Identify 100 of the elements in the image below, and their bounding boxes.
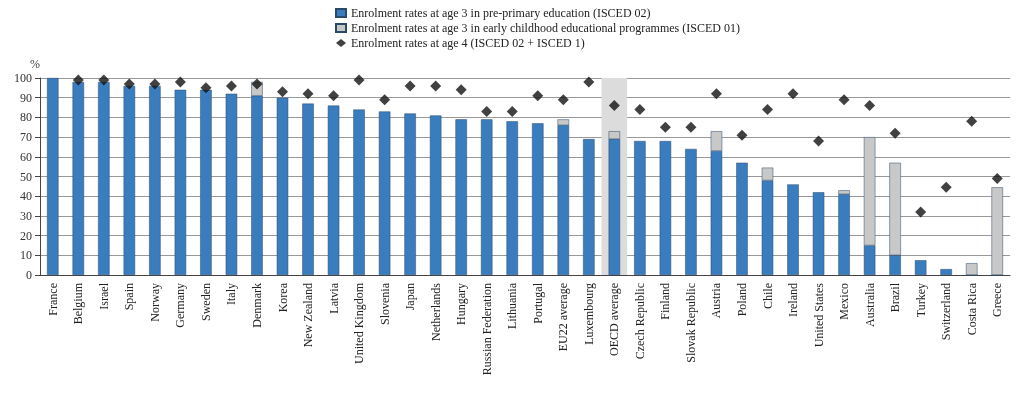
x-tick-label: New Zealand — [301, 283, 316, 348]
point — [710, 88, 722, 100]
x-tick-label: Sweden — [198, 283, 213, 321]
bar — [685, 148, 697, 275]
point — [200, 82, 212, 94]
x-tick-label: Czech Republic — [632, 283, 647, 360]
x-tick-label: OECD average — [607, 283, 622, 356]
point — [98, 74, 110, 86]
bar — [404, 113, 416, 275]
y-tick-label: 30 — [20, 208, 32, 223]
legend-label: Enrolment rates at age 4 (ISCED 02 + ISCED 1) — [351, 36, 585, 50]
bar — [225, 93, 238, 275]
x-tick-label: Switzerland — [939, 283, 954, 341]
bar — [940, 269, 952, 275]
bar — [532, 123, 544, 275]
legend-label: Enrolment rates at age 3 in pre-primary education (ISCED 02) — [351, 6, 651, 20]
y-tick-label: 90 — [20, 90, 32, 105]
point — [430, 80, 442, 92]
x-tick-label: Luxembourg — [581, 283, 596, 345]
bar — [455, 119, 467, 275]
x-tick-label: Poland — [734, 283, 749, 317]
bar — [659, 141, 672, 275]
bar — [174, 89, 187, 275]
point — [455, 84, 467, 96]
bar — [276, 97, 289, 275]
y-tick-label: 0 — [26, 268, 32, 282]
bar — [123, 85, 136, 275]
x-tick-label: Finland — [658, 283, 673, 320]
x-tick-label: Austria — [709, 282, 724, 319]
x-tick-label: Turkey — [913, 283, 928, 318]
bar — [353, 109, 365, 275]
x-tick-label: Spain — [122, 283, 137, 311]
bar — [98, 81, 110, 275]
point — [149, 78, 161, 90]
point — [915, 206, 927, 218]
x-tick-label: France — [45, 283, 60, 316]
point — [889, 127, 901, 139]
point — [838, 94, 850, 106]
point — [583, 76, 595, 88]
x-tick-label: Greece — [990, 283, 1005, 317]
x-tick-label: Italy — [224, 283, 239, 305]
bar — [200, 89, 212, 275]
bar — [736, 162, 748, 275]
point — [72, 74, 84, 86]
x-tick-label: Latvia — [326, 282, 341, 314]
x-tick-label: Russian Federation — [479, 283, 494, 376]
x-tick-label: Japan — [403, 283, 418, 311]
bar — [327, 105, 340, 275]
bar — [506, 121, 518, 275]
point — [379, 94, 391, 106]
y-tick-label: 20 — [20, 228, 32, 243]
x-tick-label: United States — [811, 282, 826, 348]
point — [506, 105, 518, 117]
x-tick-label: EU22 average — [556, 283, 571, 352]
point — [302, 88, 314, 100]
point — [251, 78, 263, 90]
x-tick-label: United Kingdom — [352, 282, 367, 364]
point — [608, 100, 620, 112]
bar — [838, 194, 850, 275]
point — [685, 121, 697, 133]
bar — [429, 115, 442, 275]
x-tick-label: Lithuania — [505, 282, 520, 329]
bar — [47, 78, 59, 275]
y-tick-label: 80 — [20, 110, 32, 125]
x-tick-label: Norway — [147, 283, 162, 322]
bar — [634, 141, 646, 275]
point — [123, 78, 135, 90]
point — [481, 105, 493, 117]
x-tick-label: Korea — [275, 282, 290, 313]
y-tick-label: 10 — [20, 248, 32, 263]
point — [404, 80, 416, 92]
bar — [378, 111, 391, 275]
bar — [787, 184, 799, 275]
x-tick-label: Netherlands — [428, 282, 443, 341]
x-tick-label: Australia — [862, 282, 877, 327]
x-tick-label: Costa Rica — [964, 282, 979, 336]
x-tick-label: Belgium — [71, 282, 86, 325]
y-tick-label: 70 — [20, 130, 32, 145]
point — [328, 90, 340, 102]
x-tick-label: Mexico — [837, 283, 852, 320]
point — [813, 135, 825, 147]
point — [353, 74, 365, 86]
point — [966, 115, 978, 127]
y-tick-label: 100 — [14, 71, 32, 85]
x-tick-label: Israel — [96, 282, 111, 310]
point — [787, 88, 799, 100]
bar — [812, 192, 825, 275]
point — [991, 172, 1003, 184]
x-tick-label: Portugal — [530, 282, 545, 324]
point — [940, 181, 952, 193]
x-tick-label: Ireland — [786, 283, 801, 317]
x-tick-label: Germany — [173, 283, 188, 328]
point — [277, 86, 288, 98]
y-tick-label: 50 — [20, 169, 32, 184]
point — [557, 94, 569, 106]
y-tick-label: 40 — [20, 189, 32, 204]
point — [532, 90, 544, 102]
y-tick-label: 60 — [20, 149, 32, 164]
x-tick-label: Slovak Republic — [683, 283, 698, 363]
point — [864, 100, 876, 112]
